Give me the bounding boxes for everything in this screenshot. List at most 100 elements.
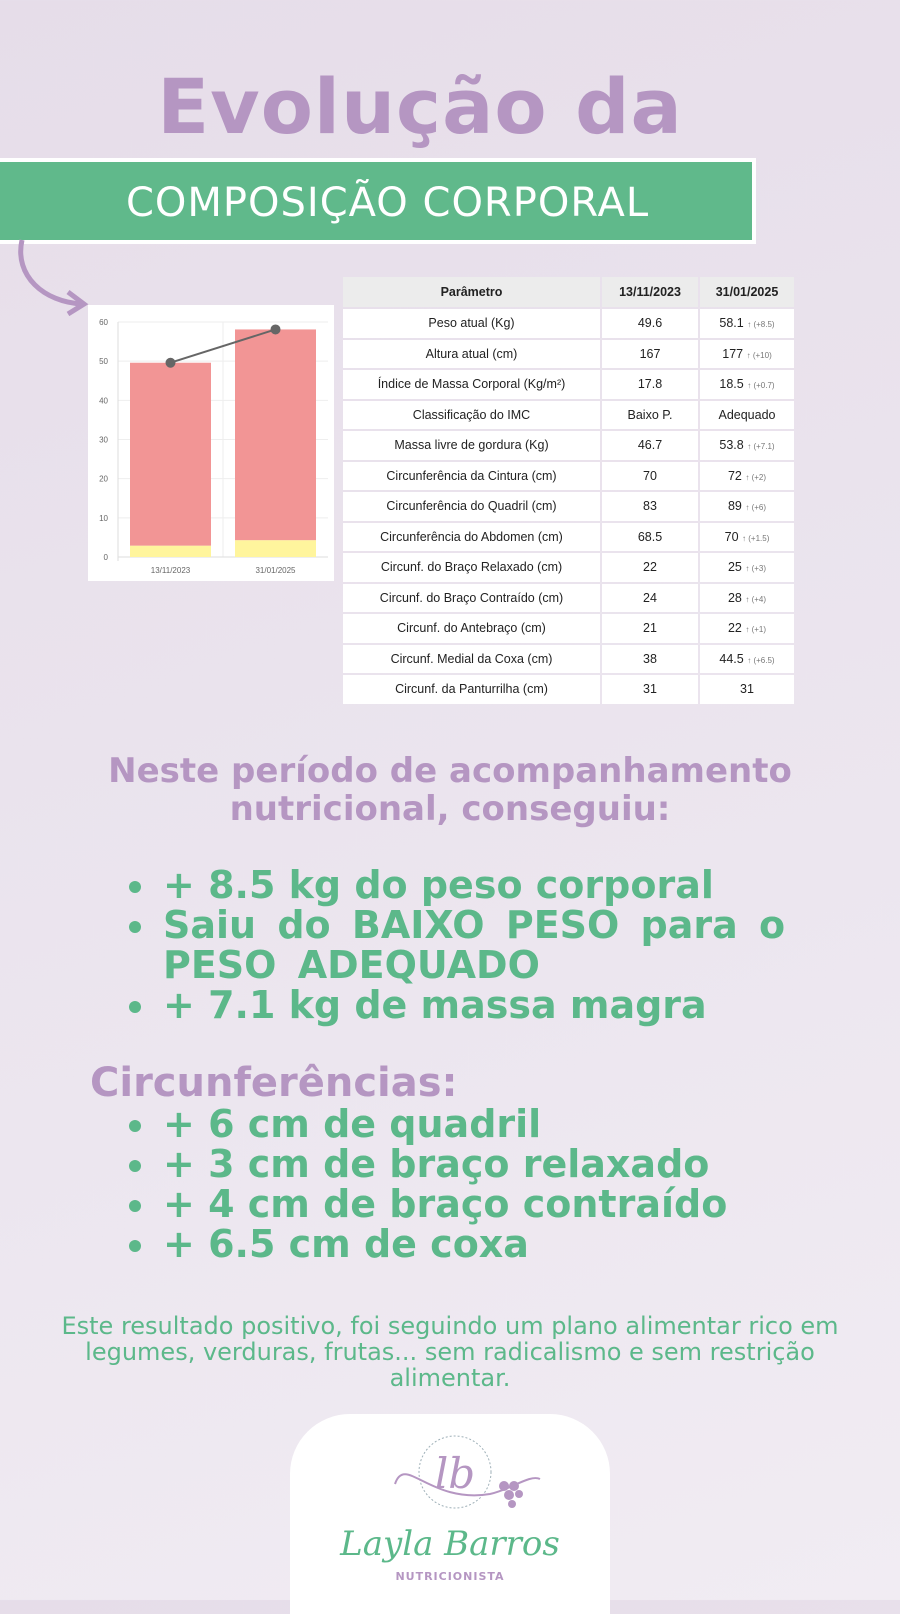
delta-badge: ↑ (+2) bbox=[745, 472, 767, 482]
value-cell-1: 22 bbox=[602, 553, 698, 582]
svg-text:lb: lb bbox=[435, 1449, 475, 1498]
value-cell-2: 70 ↑ (+1.5) bbox=[700, 522, 794, 551]
value-cell-1: 70 bbox=[602, 461, 698, 490]
table-row: Índice de Massa Corporal (Kg/m²) 17.8 18… bbox=[343, 370, 794, 399]
bar-segment bbox=[130, 545, 211, 557]
logo-name: Layla Barros bbox=[340, 1524, 560, 1564]
page-title: Evolução da bbox=[157, 62, 683, 151]
value-cell-1: 24 bbox=[602, 583, 698, 612]
table-row: Circunf. da Panturrilha (cm) 31 31 bbox=[343, 675, 794, 704]
value-cell-1: 83 bbox=[602, 492, 698, 521]
delta-badge: ↑ (+10) bbox=[746, 350, 772, 360]
list-item: + 6 cm de quadril bbox=[125, 1104, 825, 1144]
delta-badge: ↑ (+3) bbox=[745, 564, 767, 574]
value: 72 bbox=[727, 468, 742, 483]
weight-line bbox=[170, 328, 276, 364]
value-cell-2: 177 ↑ (+10) bbox=[700, 339, 794, 368]
table-row: Peso atual (Kg) 49.6 58.1 ↑ (+8.5) bbox=[343, 309, 794, 338]
footer-note: Este resultado positivo, foi seguindo um… bbox=[61, 1312, 839, 1392]
logo-subtitle: NUTRICIONISTA bbox=[395, 1570, 505, 1583]
value-cell-2: 89 ↑ (+6) bbox=[700, 492, 794, 521]
table-row: Circunferência do Quadril (cm) 83 89 ↑ (… bbox=[343, 492, 794, 521]
logo: lb Layla Barros NUTRICIONISTA bbox=[290, 1414, 610, 1614]
measurements-table: Parâmetro 13/11/2023 31/01/2025 Peso atu… bbox=[341, 275, 796, 706]
delta-badge: ↑ (+0.7) bbox=[747, 381, 775, 391]
value-cell-1: 31 bbox=[602, 675, 698, 704]
value-cell-2: 25 ↑ (+3) bbox=[700, 553, 794, 582]
circumferences-list: + 6 cm de quadril + 3 cm de braço relaxa… bbox=[125, 1104, 825, 1264]
y-tick-label: 60 bbox=[99, 318, 108, 327]
circumferences-heading: Circunferências: bbox=[90, 1060, 458, 1106]
value-cell-1: 167 bbox=[602, 339, 698, 368]
parameter-cell: Circunf. Medial da Coxa (cm) bbox=[343, 644, 600, 673]
value-cell-2: 44.5 ↑ (+6.5) bbox=[700, 644, 794, 673]
list-item: + 7.1 kg de massa magra bbox=[125, 985, 825, 1025]
subtitle: COMPOSIÇÃO CORPORAL bbox=[126, 180, 650, 226]
y-tick-label: 10 bbox=[99, 514, 108, 523]
delta-badge: ↑ (+8.5) bbox=[747, 320, 775, 330]
list-item: Saiu do BAIXO PESO para o PESO ADEQUADO bbox=[125, 905, 825, 985]
parameter-cell: Circunf. do Braço Contraído (cm) bbox=[343, 583, 600, 612]
bar-segment bbox=[235, 540, 316, 557]
table-row: Circunferência do Abdomen (cm) 68.5 70 ↑… bbox=[343, 522, 794, 551]
parameter-cell: Classificação do IMC bbox=[343, 400, 600, 429]
y-tick-label: 50 bbox=[99, 357, 108, 366]
value-cell-1: 17.8 bbox=[602, 370, 698, 399]
value: 58.1 bbox=[719, 316, 744, 331]
delta-badge: ↑ (+1.5) bbox=[742, 533, 770, 543]
parameter-cell: Circunferência do Quadril (cm) bbox=[343, 492, 600, 521]
list-item: + 8.5 kg do peso corporal bbox=[125, 865, 825, 905]
value: 28 bbox=[727, 590, 742, 605]
value: 31 bbox=[740, 682, 754, 697]
value: 89 bbox=[727, 499, 742, 514]
value-cell-1: 21 bbox=[602, 614, 698, 643]
delta-badge: ↑ (+6) bbox=[745, 503, 767, 513]
x-tick-label: 13/11/2023 bbox=[151, 566, 191, 575]
bar-segment bbox=[130, 362, 211, 546]
value: 22 bbox=[727, 621, 742, 636]
value-cell-1: Baixo P. bbox=[602, 400, 698, 429]
value: 177 bbox=[722, 346, 744, 361]
delta-badge: ↑ (+7.1) bbox=[747, 442, 775, 452]
value-cell-2: 53.8 ↑ (+7.1) bbox=[700, 431, 794, 460]
achievements-list: + 8.5 kg do peso corporal Saiu do BAIXO … bbox=[125, 865, 825, 1025]
subtitle-banner: COMPOSIÇÃO CORPORAL bbox=[0, 158, 756, 244]
value-cell-2: 72 ↑ (+2) bbox=[700, 461, 794, 490]
header-parameter: Parâmetro bbox=[343, 277, 600, 307]
value: 53.8 bbox=[719, 438, 744, 453]
value: 70 bbox=[724, 529, 739, 544]
parameter-cell: Índice de Massa Corporal (Kg/m²) bbox=[343, 370, 600, 399]
y-tick-label: 0 bbox=[104, 553, 109, 562]
value-cell-2: 18.5 ↑ (+0.7) bbox=[700, 370, 794, 399]
value-cell-2: 31 bbox=[700, 675, 794, 704]
y-tick-label: 40 bbox=[99, 396, 108, 405]
delta-badge: ↑ (+6.5) bbox=[747, 655, 775, 665]
table-row: Massa livre de gordura (Kg) 46.7 53.8 ↑ … bbox=[343, 431, 794, 460]
list-item: + 6.5 cm de coxa bbox=[125, 1224, 825, 1264]
value-cell-1: 46.7 bbox=[602, 431, 698, 460]
parameter-cell: Massa livre de gordura (Kg) bbox=[343, 431, 600, 460]
data-point bbox=[165, 357, 176, 368]
parameter-cell: Altura atual (cm) bbox=[343, 339, 600, 368]
header-date-2: 31/01/2025 bbox=[700, 277, 794, 307]
value-cell-2: Adequado bbox=[700, 400, 794, 429]
parameter-cell: Circunf. da Panturrilha (cm) bbox=[343, 675, 600, 704]
x-tick-label: 31/01/2025 bbox=[255, 566, 296, 575]
table-row: Altura atual (cm) 167 177 ↑ (+10) bbox=[343, 339, 794, 368]
table-row: Circunf. do Braço Contraído (cm) 24 28 ↑… bbox=[343, 583, 794, 612]
value-cell-2: 22 ↑ (+1) bbox=[700, 614, 794, 643]
header-date-1: 13/11/2023 bbox=[602, 277, 698, 307]
list-item: + 4 cm de braço contraído bbox=[125, 1184, 825, 1224]
table-row: Circunf. do Antebraço (cm) 21 22 ↑ (+1) bbox=[343, 614, 794, 643]
value-cell-1: 49.6 bbox=[602, 309, 698, 338]
table-row: Classificação do IMC Baixo P. Adequado bbox=[343, 400, 794, 429]
value-cell-2: 58.1 ↑ (+8.5) bbox=[700, 309, 794, 338]
parameter-cell: Circunf. do Braço Relaxado (cm) bbox=[343, 553, 600, 582]
parameter-cell: Circunferência da Cintura (cm) bbox=[343, 461, 600, 490]
value: 44.5 bbox=[719, 651, 744, 666]
table-row: Circunferência da Cintura (cm) 70 72 ↑ (… bbox=[343, 461, 794, 490]
table-row: Circunf. do Braço Relaxado (cm) 22 25 ↑ … bbox=[343, 553, 794, 582]
value: 18.5 bbox=[719, 377, 744, 392]
delta-badge: ↑ (+4) bbox=[745, 594, 767, 604]
y-tick-label: 20 bbox=[99, 475, 108, 484]
